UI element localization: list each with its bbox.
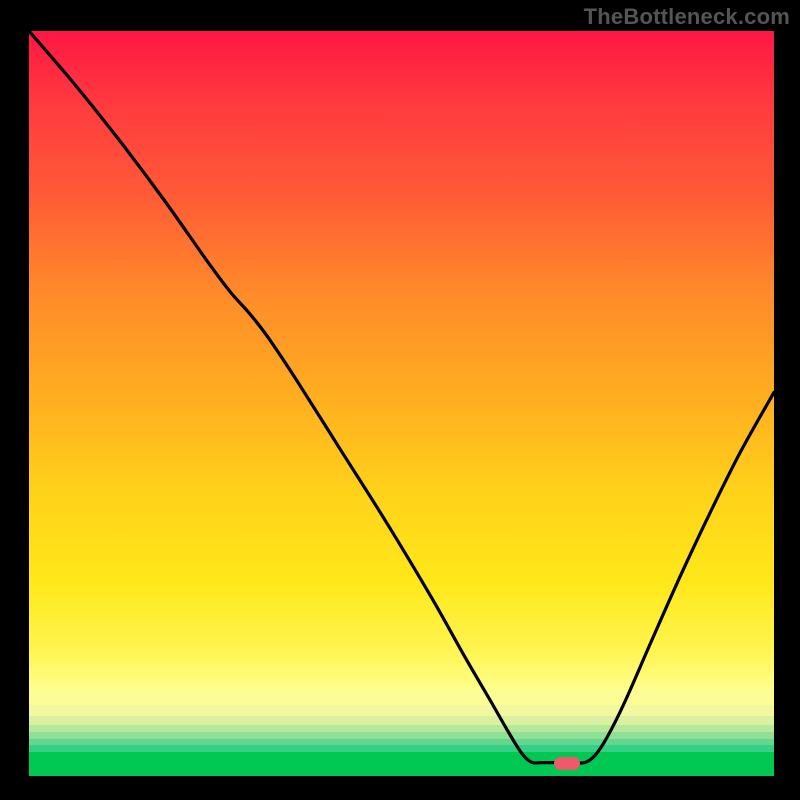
curve-path [29, 31, 774, 763]
watermark-text: TheBottleneck.com [584, 4, 790, 30]
bottleneck-chart: { "watermark": { "text": "TheBottleneck.… [0, 0, 800, 800]
plot-area [29, 31, 774, 776]
optimum-marker [554, 757, 579, 770]
bottleneck-curve [29, 31, 774, 776]
